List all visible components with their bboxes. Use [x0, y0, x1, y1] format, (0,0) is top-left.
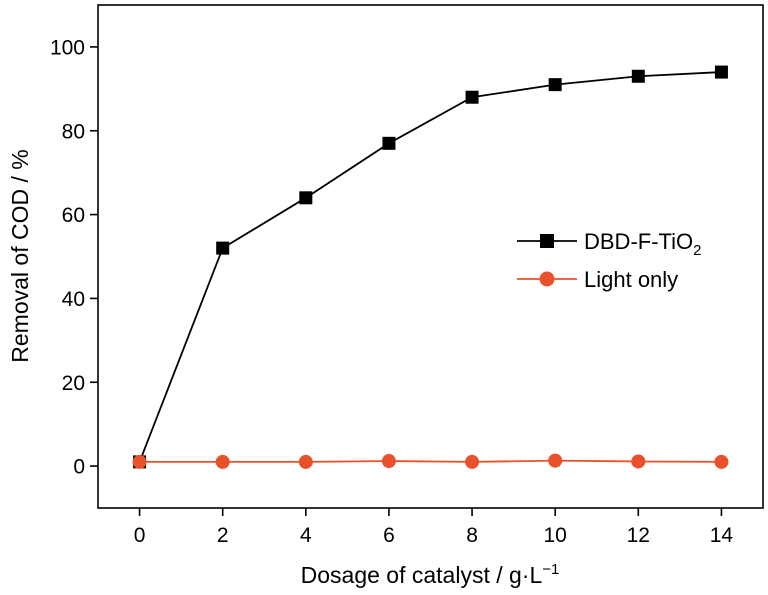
y-tick-label: 20 — [62, 372, 85, 395]
series-line-dbd-f-tio2 — [138, 71, 722, 463]
data-point-light-only — [381, 454, 396, 469]
x-tick-label: 4 — [300, 524, 312, 547]
data-point-dbd-f-tio2 — [216, 241, 230, 255]
x-axis-title-superscript: −1 — [542, 561, 559, 578]
data-point-dbd-f-tio2 — [382, 136, 396, 150]
data-point-light-only — [465, 454, 480, 469]
data-point-dbd-f-tio2 — [714, 65, 728, 79]
x-tick-label: 2 — [217, 524, 229, 547]
data-point-dbd-f-tio2 — [548, 78, 562, 92]
data-point-light-only — [132, 454, 147, 469]
data-point-light-only — [298, 454, 313, 469]
x-tick-label: 10 — [544, 524, 567, 547]
x-tick-label: 0 — [134, 524, 146, 547]
y-tick-label: 0 — [73, 456, 85, 479]
x-axis-title: Dosage of catalyst / g·L−1 — [301, 561, 560, 588]
series-line-light-only — [139, 459, 722, 463]
legend-label-light-only: Light only — [584, 267, 678, 292]
y-tick-label: 100 — [50, 36, 85, 59]
data-point-dbd-f-tio2 — [631, 69, 645, 83]
legend-marker-light-only — [539, 271, 555, 287]
data-point-light-only — [548, 453, 563, 468]
x-tick-label: 6 — [383, 524, 395, 547]
x-axis-title-main: Dosage of catalyst / g·L — [301, 562, 543, 588]
y-axis-title: Removal of COD / % — [7, 149, 33, 362]
data-point-dbd-f-tio2 — [299, 191, 313, 205]
data-point-light-only — [631, 454, 646, 469]
x-tick-label: 12 — [627, 524, 650, 547]
x-tick-label: 8 — [466, 524, 478, 547]
y-tick-label: 60 — [62, 204, 85, 227]
plot-frame — [97, 4, 764, 509]
legend-marker-dbd-f-tio2 — [540, 234, 554, 248]
series-layer — [132, 65, 729, 469]
legend-label-dbd-f-tio2-subscript: 2 — [693, 242, 701, 259]
legend-label-dbd-f-tio2: DBD-F-TiO2 — [584, 229, 702, 259]
data-point-dbd-f-tio2 — [465, 90, 479, 104]
data-point-light-only — [215, 454, 230, 469]
legend: DBD-F-TiO2 Light only — [517, 229, 702, 292]
ticks-layer: 0 2 4 6 8 10 12 14 0 20 40 60 80 100 — [50, 36, 733, 547]
y-tick-label: 40 — [62, 288, 85, 311]
y-tick-label: 80 — [62, 120, 85, 143]
data-point-light-only — [714, 454, 729, 469]
x-tick-label: 14 — [710, 524, 734, 547]
legend-label-dbd-f-tio2-main: DBD-F-TiO — [584, 229, 693, 254]
